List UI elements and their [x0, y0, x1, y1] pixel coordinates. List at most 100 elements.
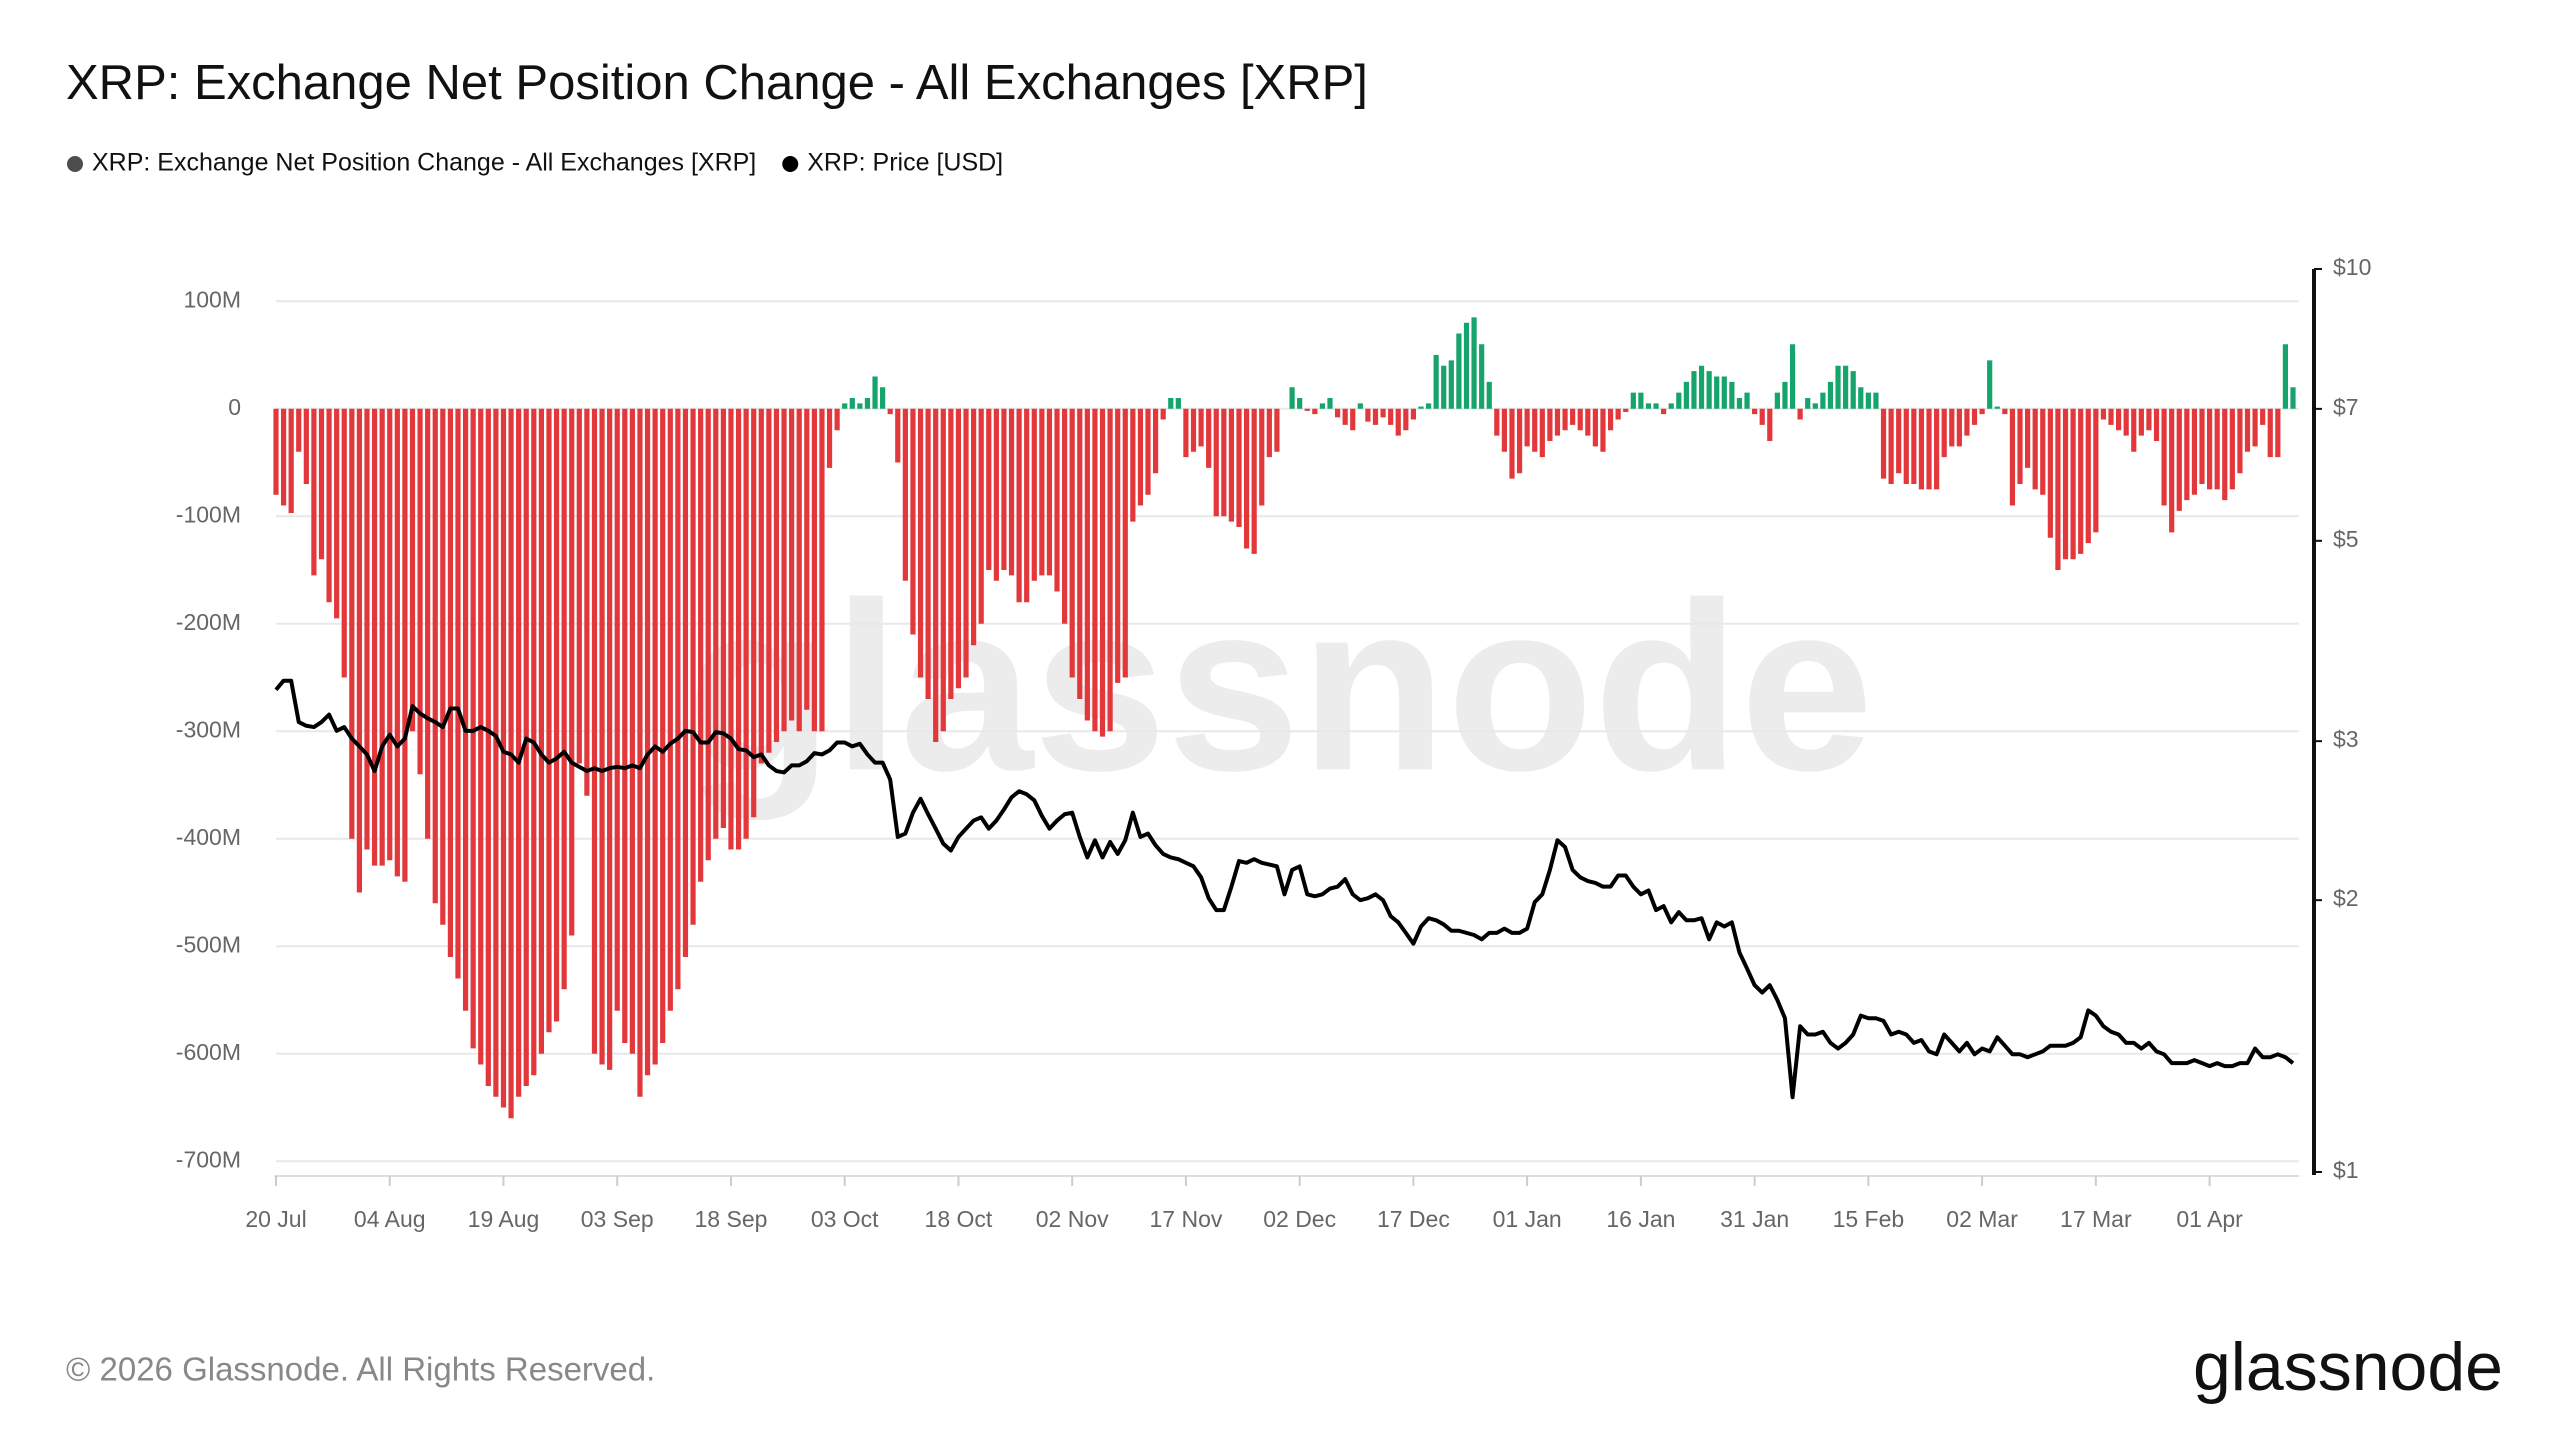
bar — [728, 408, 734, 850]
bar — [1714, 376, 1720, 409]
bar — [318, 408, 325, 560]
bar — [1039, 408, 1045, 576]
bar — [1797, 408, 1803, 420]
bar — [682, 408, 689, 957]
legend-label: XRP: Exchange Net Position Change - All … — [92, 149, 756, 177]
bar — [1024, 408, 1030, 603]
y-tick-label: -200M — [176, 609, 241, 635]
bar — [864, 398, 871, 409]
bar — [1767, 408, 1773, 441]
bar — [2009, 408, 2016, 506]
bar — [1115, 408, 1121, 683]
bar — [1160, 408, 1166, 420]
bar — [1342, 408, 1348, 425]
bar — [1554, 408, 1561, 436]
x-tick-label: 04 Aug — [354, 1206, 426, 1232]
bar — [2146, 408, 2152, 431]
price-line — [274, 678, 2295, 1100]
bar — [1676, 392, 1682, 409]
bar — [2017, 408, 2023, 484]
x-tick-label: 17 Mar — [2060, 1206, 2132, 1232]
bar — [1213, 408, 1219, 517]
bar — [1516, 408, 1523, 474]
bar — [1031, 408, 1037, 581]
bar — [1077, 408, 1083, 699]
legend-marker — [67, 156, 83, 172]
bar — [1137, 408, 1144, 506]
bar — [1357, 403, 1363, 409]
line-layer — [274, 678, 2295, 1100]
bar — [1236, 408, 1242, 527]
bar — [910, 408, 916, 635]
bar — [1592, 408, 1598, 447]
bar — [2062, 408, 2069, 560]
y-tick-label: -100M — [176, 501, 241, 527]
bar — [1956, 408, 1962, 447]
bar — [1721, 376, 1727, 409]
bar — [2199, 408, 2205, 484]
x-tick-label: 19 Aug — [468, 1206, 540, 1232]
legend: XRP: Exchange Net Position Change - All … — [67, 149, 1003, 177]
bar — [2252, 408, 2258, 447]
bar — [1388, 408, 1394, 425]
y-tick-label: -500M — [176, 931, 241, 957]
watermark: glassnode — [687, 552, 1874, 820]
bar — [288, 408, 294, 514]
bar — [2184, 408, 2190, 501]
bar — [447, 408, 454, 957]
bar — [1190, 408, 1197, 452]
bar — [1805, 398, 1811, 409]
bar — [1327, 398, 1333, 409]
bar — [1615, 408, 1621, 420]
bar — [1873, 392, 1879, 409]
bar — [1425, 403, 1432, 409]
bar — [1827, 381, 1834, 409]
bar — [1987, 360, 1993, 409]
bar — [546, 408, 552, 1033]
bar — [1532, 408, 1538, 452]
bar — [1130, 408, 1136, 522]
bar — [2131, 408, 2137, 452]
bar — [1099, 408, 1106, 737]
bar — [341, 408, 347, 678]
bar — [1949, 408, 1955, 447]
x-tick-label: 15 Feb — [1833, 1206, 1905, 1232]
bar — [1880, 408, 1887, 479]
x-tick-label: 18 Oct — [925, 1206, 993, 1232]
bar — [1585, 408, 1591, 436]
x-tick-label: 02 Mar — [1946, 1206, 2018, 1232]
bar — [1524, 408, 1530, 447]
bar — [1820, 392, 1826, 409]
bar — [591, 408, 598, 1054]
x-tick-label: 20 Jul — [245, 1206, 306, 1232]
bar — [1812, 403, 1818, 409]
footer: © 2026 Glassnode. All Rights Reserved. — [66, 1351, 655, 1388]
x-tick-label: 03 Oct — [811, 1206, 879, 1232]
bar — [1600, 408, 1606, 452]
bar — [1706, 371, 1712, 409]
legend-label: XRP: Price [USD] — [807, 149, 1003, 177]
bar — [857, 403, 863, 409]
bar — [2078, 408, 2084, 554]
bar — [1479, 344, 1485, 409]
bar — [273, 408, 279, 495]
bar — [1994, 406, 2000, 409]
bar — [1243, 408, 1250, 549]
bar — [660, 408, 666, 1043]
y2-tick-label: $7 — [2333, 394, 2359, 420]
bar — [705, 408, 711, 861]
bar — [2161, 408, 2167, 506]
bar — [394, 408, 400, 877]
bar — [576, 408, 582, 764]
bar — [1403, 408, 1409, 431]
bar — [379, 408, 385, 866]
bar — [1774, 392, 1780, 409]
bar — [538, 408, 544, 1054]
bar — [371, 408, 378, 866]
bar — [1410, 408, 1417, 420]
bar — [1645, 403, 1652, 409]
bar — [432, 408, 438, 904]
bar — [1789, 344, 1796, 409]
bar — [743, 408, 749, 839]
bar — [849, 398, 855, 409]
